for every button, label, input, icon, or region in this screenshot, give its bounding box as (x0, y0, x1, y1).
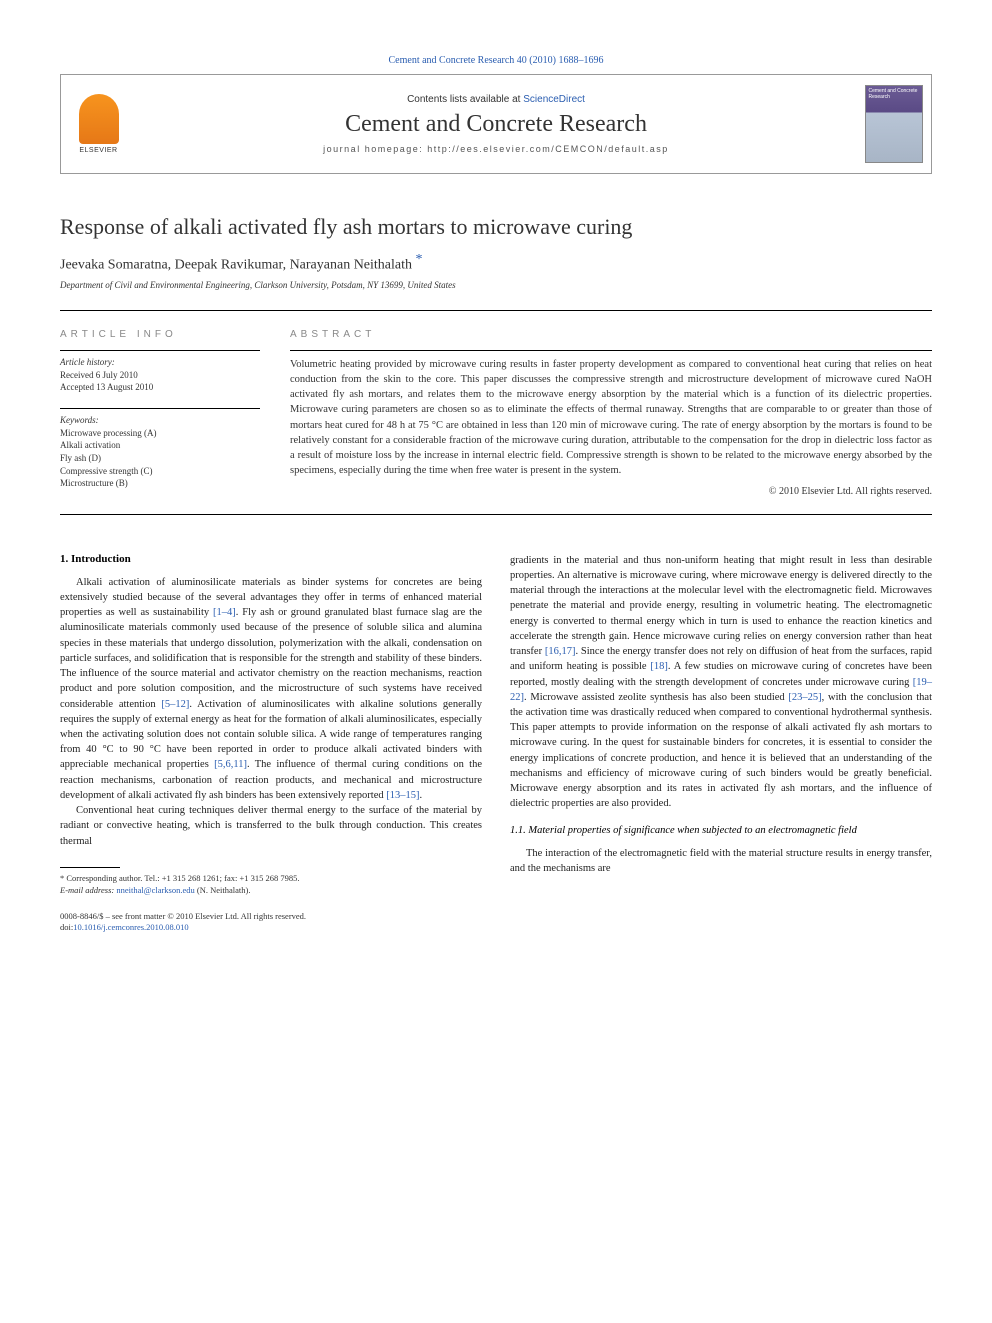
footnote-separator (60, 867, 120, 868)
left-column: 1. Introduction Alkali activation of alu… (60, 553, 482, 935)
accepted-line: Accepted 13 August 2010 (60, 381, 260, 394)
cover-thumb-box: Cement and Concrete Research (856, 75, 931, 173)
journal-cover-thumbnail: Cement and Concrete Research (865, 85, 923, 163)
corresponding-mark: * (416, 252, 423, 267)
contents-line: Contents lists available at ScienceDirec… (407, 94, 585, 105)
cover-thumb-title: Cement and Concrete Research (869, 89, 919, 100)
doi-link[interactable]: 10.1016/j.cemconres.2010.08.010 (73, 922, 188, 932)
history-heading: Article history: (60, 357, 260, 367)
keyword: Compressive strength (C) (60, 465, 260, 478)
keywords-block: Keywords: Microwave processing (A) Alkal… (60, 408, 260, 490)
author-names: Jeevaka Somaratna, Deepak Ravikumar, Nar… (60, 258, 416, 273)
footer-meta: 0008-8846/$ – see front matter © 2010 El… (60, 911, 482, 935)
keyword: Alkali activation (60, 439, 260, 452)
citation[interactable]: [18] (650, 661, 668, 672)
text-run: . (420, 790, 423, 801)
abstract-label: ABSTRACT (290, 329, 932, 340)
corresponding-footnote: * Corresponding author. Tel.: +1 315 268… (60, 873, 482, 897)
citation[interactable]: [5–12] (161, 699, 189, 710)
history-block: Article history: Received 6 July 2010 Ac… (60, 350, 260, 394)
divider-bottom (60, 514, 932, 515)
sciencedirect-link[interactable]: ScienceDirect (523, 94, 585, 105)
body-paragraph: The interaction of the electromagnetic f… (510, 846, 932, 876)
homepage-url[interactable]: http://ees.elsevier.com/CEMCON/default.a… (427, 144, 669, 154)
journal-homepage: journal homepage: http://ees.elsevier.co… (323, 144, 669, 154)
text-run: . Microwave assisted zeolite synthesis h… (524, 692, 788, 703)
doi-line: doi:10.1016/j.cemconres.2010.08.010 (60, 922, 482, 934)
journal-name: Cement and Concrete Research (345, 111, 647, 138)
affiliation: Department of Civil and Environmental En… (60, 280, 932, 290)
text-run: , with the conclusion that the activatio… (510, 692, 932, 810)
body-paragraph: Conventional heat curing techniques deli… (60, 803, 482, 849)
divider-top (60, 310, 932, 311)
citation[interactable]: [23–25] (788, 692, 821, 703)
body-columns: 1. Introduction Alkali activation of alu… (60, 553, 932, 935)
issn-line: 0008-8846/$ – see front matter © 2010 El… (60, 911, 482, 923)
email-label: E-mail address: (60, 885, 116, 895)
keyword: Fly ash (D) (60, 452, 260, 465)
citation[interactable]: [1–4] (213, 607, 236, 618)
citation[interactable]: [5,6,11] (214, 759, 247, 770)
journal-header: ELSEVIER Contents lists available at Sci… (60, 74, 932, 174)
article-title: Response of alkali activated fly ash mor… (60, 214, 932, 240)
right-column: gradients in the material and thus non-u… (510, 553, 932, 935)
subsection-heading: 1.1. Material properties of significance… (510, 824, 932, 839)
keywords-heading: Keywords: (60, 415, 260, 425)
body-paragraph: Alkali activation of aluminosilicate mat… (60, 575, 482, 803)
body-paragraph: gradients in the material and thus non-u… (510, 553, 932, 812)
contents-prefix: Contents lists available at (407, 94, 523, 105)
text-run: gradients in the material and thus non-u… (510, 555, 932, 657)
elsevier-label: ELSEVIER (79, 147, 117, 154)
citation[interactable]: [16,17] (545, 646, 576, 657)
publisher-logo-box: ELSEVIER (61, 75, 136, 173)
header-center: Contents lists available at ScienceDirec… (136, 75, 856, 173)
elsevier-tree-icon (79, 94, 119, 144)
homepage-prefix: journal homepage: (323, 144, 427, 154)
citation[interactable]: [13–15] (386, 790, 419, 801)
abstract-col: ABSTRACT Volumetric heating provided by … (290, 329, 932, 504)
received-line: Received 6 July 2010 (60, 369, 260, 382)
email-suffix: (N. Neithalath). (195, 885, 251, 895)
email-line: E-mail address: nneithal@clarkson.edu (N… (60, 885, 482, 897)
text-run: . Fly ash or ground granulated blast fur… (60, 607, 482, 709)
keyword: Microstructure (B) (60, 477, 260, 490)
authors: Jeevaka Somaratna, Deepak Ravikumar, Nar… (60, 252, 932, 274)
article-info-label: ARTICLE INFO (60, 329, 260, 340)
abstract-copyright: © 2010 Elsevier Ltd. All rights reserved… (290, 486, 932, 497)
info-abstract-row: ARTICLE INFO Article history: Received 6… (60, 329, 932, 504)
corr-author-line: * Corresponding author. Tel.: +1 315 268… (60, 873, 482, 885)
doi-prefix: doi: (60, 922, 73, 932)
abstract-text: Volumetric heating provided by microwave… (290, 350, 932, 479)
elsevier-logo: ELSEVIER (69, 84, 129, 164)
article-info-col: ARTICLE INFO Article history: Received 6… (60, 329, 260, 504)
keyword: Microwave processing (A) (60, 427, 260, 440)
intro-heading: 1. Introduction (60, 553, 482, 565)
page: Cement and Concrete Research 40 (2010) 1… (0, 0, 992, 974)
email-link[interactable]: nneithal@clarkson.edu (116, 885, 194, 895)
journal-reference: Cement and Concrete Research 40 (2010) 1… (60, 55, 932, 66)
